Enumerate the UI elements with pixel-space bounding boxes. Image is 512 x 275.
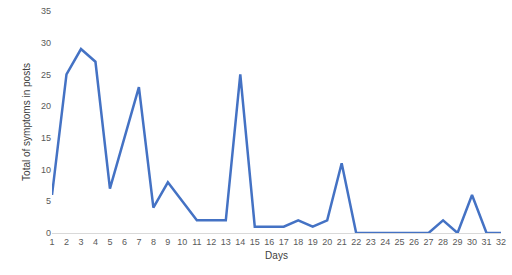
svg-text:25: 25 <box>41 70 51 80</box>
svg-text:14: 14 <box>235 237 245 247</box>
svg-text:28: 28 <box>438 237 448 247</box>
svg-text:Total of symptoms in posts: Total of symptoms in posts <box>21 63 32 181</box>
svg-text:17: 17 <box>279 237 289 247</box>
svg-text:12: 12 <box>206 237 216 247</box>
svg-text:18: 18 <box>293 237 303 247</box>
svg-text:22: 22 <box>351 237 361 247</box>
svg-text:24: 24 <box>380 237 390 247</box>
svg-text:30: 30 <box>41 38 51 48</box>
svg-text:4: 4 <box>93 237 98 247</box>
svg-text:32: 32 <box>496 237 506 247</box>
svg-text:6: 6 <box>122 237 127 247</box>
svg-text:15: 15 <box>41 133 51 143</box>
svg-text:31: 31 <box>482 237 492 247</box>
svg-text:8: 8 <box>151 237 156 247</box>
svg-text:10: 10 <box>41 165 51 175</box>
svg-text:7: 7 <box>136 237 141 247</box>
svg-text:20: 20 <box>41 101 51 111</box>
svg-text:11: 11 <box>192 237 201 247</box>
svg-text:26: 26 <box>409 237 419 247</box>
svg-text:5: 5 <box>107 237 112 247</box>
svg-text:25: 25 <box>395 237 405 247</box>
svg-text:30: 30 <box>467 237 477 247</box>
svg-text:13: 13 <box>221 237 231 247</box>
svg-text:20: 20 <box>322 237 332 247</box>
svg-text:35: 35 <box>41 6 51 16</box>
svg-text:2: 2 <box>64 237 69 247</box>
svg-text:27: 27 <box>424 237 434 247</box>
svg-text:15: 15 <box>250 237 260 247</box>
svg-text:Days: Days <box>265 250 288 261</box>
svg-text:9: 9 <box>165 237 170 247</box>
svg-text:21: 21 <box>337 237 347 247</box>
svg-text:0: 0 <box>46 228 51 238</box>
svg-text:3: 3 <box>78 237 83 247</box>
svg-text:5: 5 <box>46 196 51 206</box>
svg-text:29: 29 <box>453 237 463 247</box>
svg-text:10: 10 <box>177 237 187 247</box>
svg-text:19: 19 <box>308 237 318 247</box>
svg-text:23: 23 <box>366 237 376 247</box>
svg-text:1: 1 <box>49 237 54 247</box>
svg-text:16: 16 <box>264 237 274 247</box>
